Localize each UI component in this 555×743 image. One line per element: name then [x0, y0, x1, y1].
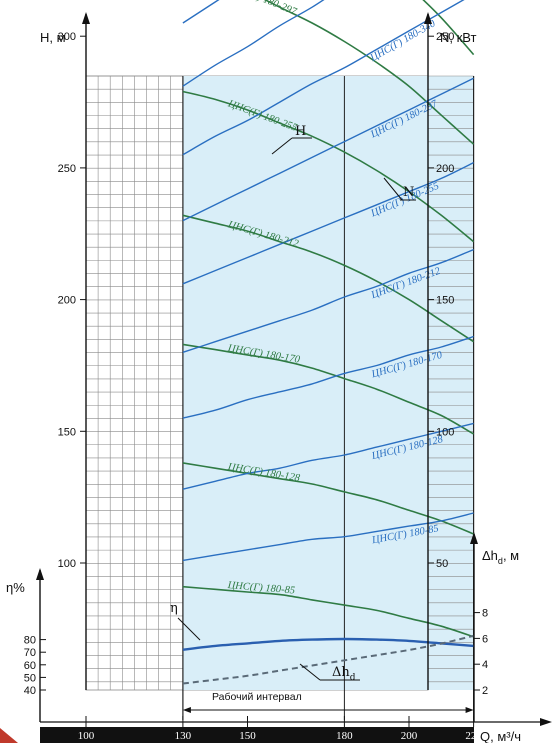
head-curve-180212 — [182, 214, 475, 343]
efficiency-symbol: η — [170, 601, 178, 616]
head-curve-180170 — [182, 343, 474, 435]
head-curve-18085 — [182, 585, 474, 638]
power-curve-18085 — [182, 512, 474, 562]
efficiency-leader — [177, 617, 201, 641]
y-left-axis-title: H, м — [40, 30, 66, 45]
y-right-tick-label: 150 — [436, 295, 454, 307]
y-right-tick-label: 50 — [436, 558, 448, 570]
efficiency-curve — [182, 637, 474, 651]
npsh-axis-arrow — [470, 532, 478, 544]
npsh-axis-title: Δhd, м — [482, 548, 519, 566]
x-tick-label: 180 — [336, 730, 353, 742]
power-curve-180383 — [182, 0, 325, 87]
efficiency-tick-label: 60 — [24, 660, 36, 672]
head-curve-label: ЦНС(Г) 180-297 — [225, 0, 298, 18]
power-curve-180255 — [182, 161, 474, 285]
x-tick-label: 100 — [78, 730, 95, 742]
y-left-tick-label: 200 — [58, 295, 76, 307]
work-interval-arrowhead-left — [182, 707, 191, 713]
npsh-tick-label: 8 — [482, 608, 488, 620]
work-interval-label: Рабочий интервал — [212, 691, 302, 703]
npsh-leader — [299, 663, 321, 681]
npsh-tick-label: 6 — [482, 633, 488, 645]
work-interval-band — [182, 76, 474, 690]
npsh-tick-label: 4 — [482, 659, 488, 671]
power-curve-180170 — [182, 335, 474, 419]
efficiency-axis-title: η% — [6, 580, 25, 595]
y-left-tick-label: 300 — [58, 31, 76, 43]
corner-accent — [0, 728, 18, 743]
head-leader — [271, 137, 293, 155]
chart-background-layer — [85, 75, 474, 691]
x-tick-label: 130 — [175, 730, 192, 742]
x-tick-label: 200 — [401, 730, 418, 742]
y-left-axis-arrow — [82, 12, 90, 24]
x-axis-title: Q, м³/ч — [480, 729, 521, 743]
power-leader — [383, 177, 403, 201]
head-curve-180128 — [182, 462, 474, 535]
efficiency-tick-label: 70 — [24, 647, 36, 659]
power-symbol: N — [403, 185, 414, 200]
npsh-tick-label: 2 — [482, 685, 488, 697]
head-symbol: H — [295, 124, 306, 139]
y-right-axis-title: N, кВт — [440, 30, 477, 45]
y-left-tick-label: 250 — [58, 163, 76, 175]
y-right-tick-label: 250 — [436, 31, 454, 43]
power-curve-180297 — [182, 77, 474, 222]
head-curve-180255 — [182, 90, 475, 243]
x-axis-bar — [40, 727, 474, 743]
efficiency-axis-arrow — [36, 568, 44, 580]
work-interval-arrowhead-right — [465, 707, 474, 713]
x-axis-arrow — [540, 718, 552, 726]
y-right-tick-label: 200 — [436, 163, 454, 175]
efficiency-tick-label: 40 — [24, 685, 36, 697]
y-right-tick-label: 100 — [436, 426, 454, 438]
npsh-symbol: Δhd — [332, 665, 356, 683]
efficiency-tick-label: 50 — [24, 672, 36, 684]
x-tick-label: 220 — [465, 730, 482, 742]
y-right-axis-arrow — [424, 12, 432, 24]
power-curve-180212 — [182, 248, 474, 353]
efficiency-tick-label: 80 — [24, 635, 36, 647]
npsh-curve — [182, 634, 474, 685]
head-curve-180297 — [263, 0, 475, 145]
y-left-tick-label: 150 — [58, 426, 76, 438]
head-curve-180334 — [422, 0, 475, 56]
x-tick-label: 150 — [239, 730, 256, 742]
y-left-tick-label: 100 — [58, 558, 76, 570]
power-curve-180128 — [182, 422, 474, 490]
